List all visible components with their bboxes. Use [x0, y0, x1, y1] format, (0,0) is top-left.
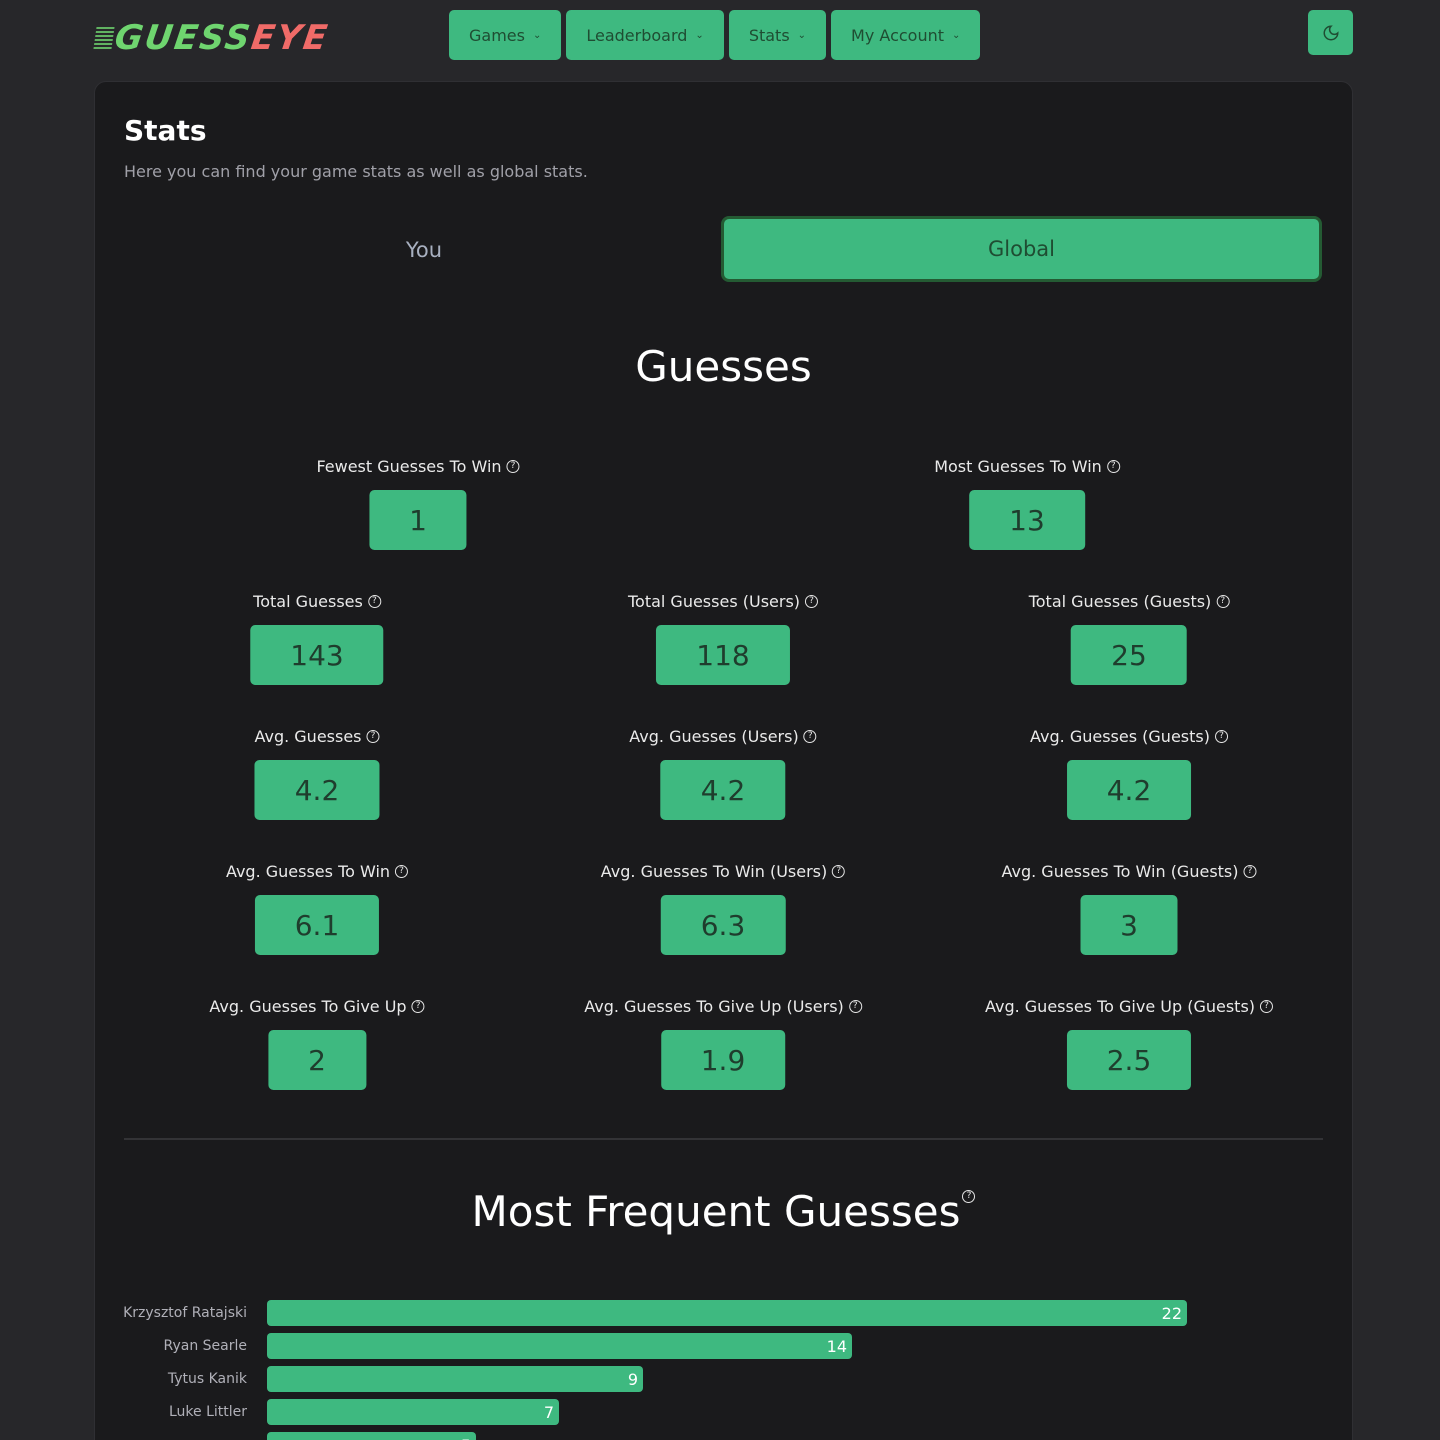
stat-label: Total Guesses	[253, 592, 363, 611]
bar[interactable]: 9	[267, 1366, 643, 1392]
stat-value: 1	[369, 490, 467, 550]
bar-label: Luke Littler	[168, 1404, 247, 1420]
stat-avg-to-win-guests: Avg. Guesses To Win (Guests)? 3	[1001, 862, 1257, 955]
stat-value: 25	[1071, 625, 1187, 685]
stat-label: Total Guesses (Users)	[627, 592, 801, 611]
stat-label: Avg. Guesses To Win (Users)	[600, 862, 828, 881]
stat-total-guesses-users: Total Guesses (Users)? 118	[627, 592, 819, 685]
stat-label: Most Guesses To Win	[934, 457, 1102, 476]
help-icon[interactable]: ?	[1106, 460, 1120, 473]
chevron-down-icon: ⌄	[952, 29, 961, 41]
stat-value: 143	[250, 625, 384, 685]
stat-label: Avg. Guesses To Win	[225, 862, 391, 881]
chevron-down-icon: ⌄	[797, 29, 807, 41]
bar-row: Tytus Kanik 9	[95, 1366, 643, 1392]
moon-icon	[1323, 24, 1339, 40]
logo-part-eye: EYE	[248, 18, 332, 58]
stat-value: 3	[1080, 895, 1178, 955]
help-icon[interactable]: ?	[1214, 730, 1228, 743]
help-icon[interactable]: ?	[366, 730, 380, 743]
help-icon[interactable]: ?	[1243, 865, 1257, 878]
bar[interactable]: 22	[267, 1300, 1187, 1326]
stat-avg-to-give-up: Avg. Guesses To Give Up? 2	[209, 997, 425, 1090]
help-icon[interactable]: ?	[1216, 595, 1230, 608]
stat-label: Avg. Guesses To Win (Guests)	[1001, 862, 1239, 881]
guesses-heading: Guesses	[635, 342, 812, 391]
stat-label: Avg. Guesses (Users)	[629, 727, 799, 746]
stat-value: 4.2	[254, 760, 380, 820]
help-icon[interactable]: ?	[805, 595, 819, 608]
stat-avg-to-win: Avg. Guesses To Win? 6.1	[225, 862, 409, 955]
page-subtitle: Here you can find your game stats as wel…	[124, 162, 588, 181]
main-nav: Games ⌄ Leaderboard ⌄ Stats ⌄ My Account ⌄	[449, 10, 981, 60]
nav-label: My Account	[851, 25, 945, 45]
nav-label: Stats	[748, 25, 790, 45]
stat-value: 2	[268, 1030, 366, 1090]
help-icon[interactable]: ?	[411, 1000, 425, 1013]
stat-avg-to-give-up-guests: Avg. Guesses To Give Up (Guests)? 2.5	[984, 997, 1274, 1090]
stat-total-guesses-guests: Total Guesses (Guests)? 25	[1029, 592, 1230, 685]
section-divider	[124, 1138, 1323, 1140]
page-title: Stats	[124, 114, 207, 147]
stat-label: Avg. Guesses To Give Up	[209, 997, 407, 1016]
help-icon[interactable]: ?	[803, 730, 817, 743]
stat-value: 2.5	[1066, 1030, 1192, 1090]
stat-label: Avg. Guesses (Guests)	[1030, 727, 1210, 746]
stat-value: 118	[656, 625, 790, 685]
stat-avg-guesses-guests: Avg. Guesses (Guests)? 4.2	[1030, 727, 1228, 820]
stat-avg-guesses-users: Avg. Guesses (Users)? 4.2	[629, 727, 817, 820]
bar-row: Ryan Searle 14	[95, 1333, 852, 1359]
nav-label: Leaderboard	[586, 25, 688, 45]
stat-label: Fewest Guesses To Win	[316, 457, 502, 476]
stat-avg-to-give-up-users: Avg. Guesses To Give Up (Users)? 1.9	[584, 997, 862, 1090]
stats-card: Stats Here you can find your game stats …	[94, 81, 1353, 1440]
tab-you[interactable]: You	[405, 237, 443, 262]
stat-value: 1.9	[660, 1030, 786, 1090]
bar-label: Ryan Searle	[163, 1338, 248, 1354]
logo-part-guess: GUESS	[112, 18, 255, 58]
stat-fewest-guesses: Fewest Guesses To Win? 1	[316, 457, 520, 550]
heading-text: Most Frequent Guesses	[471, 1187, 961, 1236]
stat-value: 4.2	[660, 760, 786, 820]
stat-label: Total Guesses (Guests)	[1028, 592, 1212, 611]
chevron-down-icon: ⌄	[532, 29, 542, 41]
nav-games-button[interactable]: Games ⌄	[449, 10, 562, 60]
stat-avg-guesses: Avg. Guesses? 4.2	[254, 727, 380, 820]
nav-account-button[interactable]: My Account ⌄	[831, 10, 981, 60]
stat-total-guesses: Total Guesses? 143	[250, 592, 384, 685]
bar[interactable]: 14	[267, 1333, 852, 1359]
chevron-down-icon: ⌄	[695, 29, 704, 41]
frequent-guesses-heading: Most Frequent Guesses?	[95, 1187, 1352, 1236]
nav-leaderboard-button[interactable]: Leaderboard ⌄	[566, 10, 724, 60]
help-icon[interactable]: ?	[367, 595, 381, 608]
theme-toggle-button[interactable]	[1308, 10, 1353, 55]
stat-avg-to-win-users: Avg. Guesses To Win (Users)? 6.3	[600, 862, 846, 955]
bar[interactable]: 5	[267, 1432, 476, 1440]
stat-value: 6.3	[660, 895, 786, 955]
bar-row: Luke Littler 7	[95, 1399, 559, 1425]
bar-row: Krzysztof Ratajski 22	[95, 1300, 1187, 1326]
stat-value: 4.2	[1066, 760, 1192, 820]
help-icon[interactable]: ?	[506, 460, 520, 473]
stat-value: 6.1	[254, 895, 380, 955]
bar-row: 5	[95, 1432, 476, 1440]
help-icon[interactable]: ?	[1260, 1000, 1274, 1013]
help-icon[interactable]: ?	[962, 1190, 976, 1203]
stat-label: Avg. Guesses To Give Up (Guests)	[984, 997, 1256, 1016]
stat-label: Avg. Guesses To Give Up (Users)	[584, 997, 844, 1016]
nav-stats-button[interactable]: Stats ⌄	[728, 10, 827, 60]
stat-label: Avg. Guesses	[254, 727, 362, 746]
bar-label: Krzysztof Ratajski	[123, 1305, 247, 1321]
stat-most-guesses: Most Guesses To Win? 13	[934, 457, 1120, 550]
help-icon[interactable]: ?	[848, 1000, 862, 1013]
tab-global[interactable]: Global	[721, 216, 1322, 282]
stat-value: 13	[969, 490, 1085, 550]
help-icon[interactable]: ?	[832, 865, 846, 878]
nav-label: Games	[469, 25, 525, 45]
logo[interactable]: GUESS EYE	[92, 18, 331, 58]
bar[interactable]: 7	[267, 1399, 559, 1425]
help-icon[interactable]: ?	[395, 865, 409, 878]
speed-lines-icon	[93, 27, 115, 49]
bar-label: Tytus Kanik	[167, 1371, 247, 1387]
